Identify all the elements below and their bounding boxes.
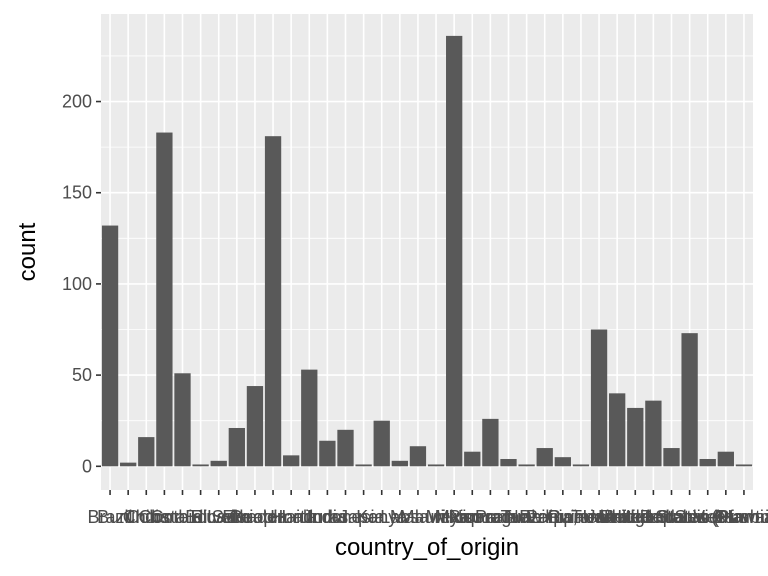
x-tick-label: Tanzania, United Republic Of <box>501 507 735 527</box>
bar-united-states <box>663 448 680 467</box>
bar-ecuador <box>210 460 227 467</box>
x-tick-label: Kenya <box>356 507 408 527</box>
bar-zambia <box>735 464 753 467</box>
bar-burundi <box>120 462 137 467</box>
x-tick-label: Vietnam <box>693 507 759 527</box>
x-tick-label: Peru <box>526 507 564 527</box>
bar-colombia <box>156 132 173 467</box>
bar-el-salvador <box>228 427 245 467</box>
x-tick-label: Colombia <box>126 507 203 527</box>
bar-tanzania-united-republic-of <box>609 393 626 467</box>
bar-philippines <box>554 457 571 467</box>
y-tick-label: 100 <box>62 274 92 294</box>
x-axis-title: country_of_origin <box>335 534 519 561</box>
bar-cote-d-ivoire <box>192 464 209 467</box>
bar-mexico <box>446 35 463 467</box>
x-tick-label: Brazil <box>88 507 133 527</box>
bar-malawi <box>409 446 427 467</box>
y-axis-title: count <box>14 222 41 281</box>
x-tick-label: Uganda <box>622 507 686 527</box>
y-gridlines <box>101 55 753 468</box>
x-tick-label: Nicaragua <box>449 507 532 527</box>
x-tick-label: China <box>123 507 171 527</box>
x-tick-label: Rwanda <box>548 507 615 527</box>
bar-china <box>138 437 155 467</box>
x-tick-label: Guatemala <box>229 507 318 527</box>
x-tick-label: Laos <box>380 507 419 527</box>
bar-vietnam <box>717 451 734 467</box>
x-tick-label: Japan <box>339 507 388 527</box>
bar-indonesia <box>337 429 354 467</box>
bar-myanmar <box>464 451 481 467</box>
x-tick-label: Burundi <box>97 507 159 527</box>
bar-uganda <box>645 400 662 467</box>
x-tick-label: India <box>308 507 348 527</box>
x-tick-label: Mauritius <box>400 507 473 527</box>
bar-panama <box>500 458 517 467</box>
x-tick-label: Mexico <box>426 507 483 527</box>
x-tick-label: Philippines <box>519 507 606 527</box>
bar-thailand <box>627 407 644 467</box>
x-tick-label: Ethiopia <box>222 507 288 527</box>
x-tick-label: Indonesia <box>306 507 385 527</box>
bar-brazil <box>101 225 119 467</box>
bar-india <box>319 440 336 467</box>
x-tick-label: Costa Rica <box>138 507 227 527</box>
bar-costa-rica <box>174 373 191 467</box>
bar-honduras <box>301 369 318 467</box>
x-tick-label: Ecuador <box>185 507 252 527</box>
x-tick-label: Papua New Guinea <box>449 507 606 527</box>
bar-ethiopia <box>246 386 264 467</box>
bars <box>101 35 753 467</box>
bar-rwanda <box>572 464 590 467</box>
plot-panel <box>101 14 753 490</box>
x-tick-label: El Salvador <box>191 507 283 527</box>
bar-laos <box>391 460 408 467</box>
bar-united-states-puerto-rico- <box>699 458 716 467</box>
y-tick-label: 0 <box>82 456 92 476</box>
y-tick-label: 150 <box>62 183 92 203</box>
x-tick-label: Cote d'Ivoire <box>150 507 251 527</box>
bar-haiti <box>283 455 300 467</box>
bar-guatemala <box>264 136 282 467</box>
x-tick-label: Taiwan <box>571 507 627 527</box>
bar-mauritius <box>427 464 445 467</box>
bar-papua-new-guinea <box>518 464 535 467</box>
x-tick-label: United States <box>617 507 725 527</box>
x-tick-label: Honduras <box>270 507 348 527</box>
bar-peru <box>536 448 553 467</box>
x-tick-label: United States (Hawaii) <box>600 507 768 527</box>
y-tick-label: 200 <box>62 92 92 112</box>
bar-japan <box>355 464 372 467</box>
bar-kenya <box>373 420 390 467</box>
x-tick-label: Malawi <box>390 507 446 527</box>
x-tick-label: Haiti <box>273 507 309 527</box>
x-tick-label: Panama <box>475 507 543 527</box>
x-tick-label: Zambia <box>714 507 768 527</box>
bar-united-states-hawaii- <box>681 333 698 467</box>
y-axis: 0 50 100 150 200 <box>62 92 101 476</box>
y-tick-label: 50 <box>72 365 92 385</box>
bar-nicaragua <box>482 418 499 467</box>
x-tick-label: Myanmar <box>435 507 510 527</box>
bar-taiwan <box>590 329 608 467</box>
x-tick-label: United States (Puerto Rico) <box>598 507 768 527</box>
x-tick-label: Thailand <box>601 507 670 527</box>
